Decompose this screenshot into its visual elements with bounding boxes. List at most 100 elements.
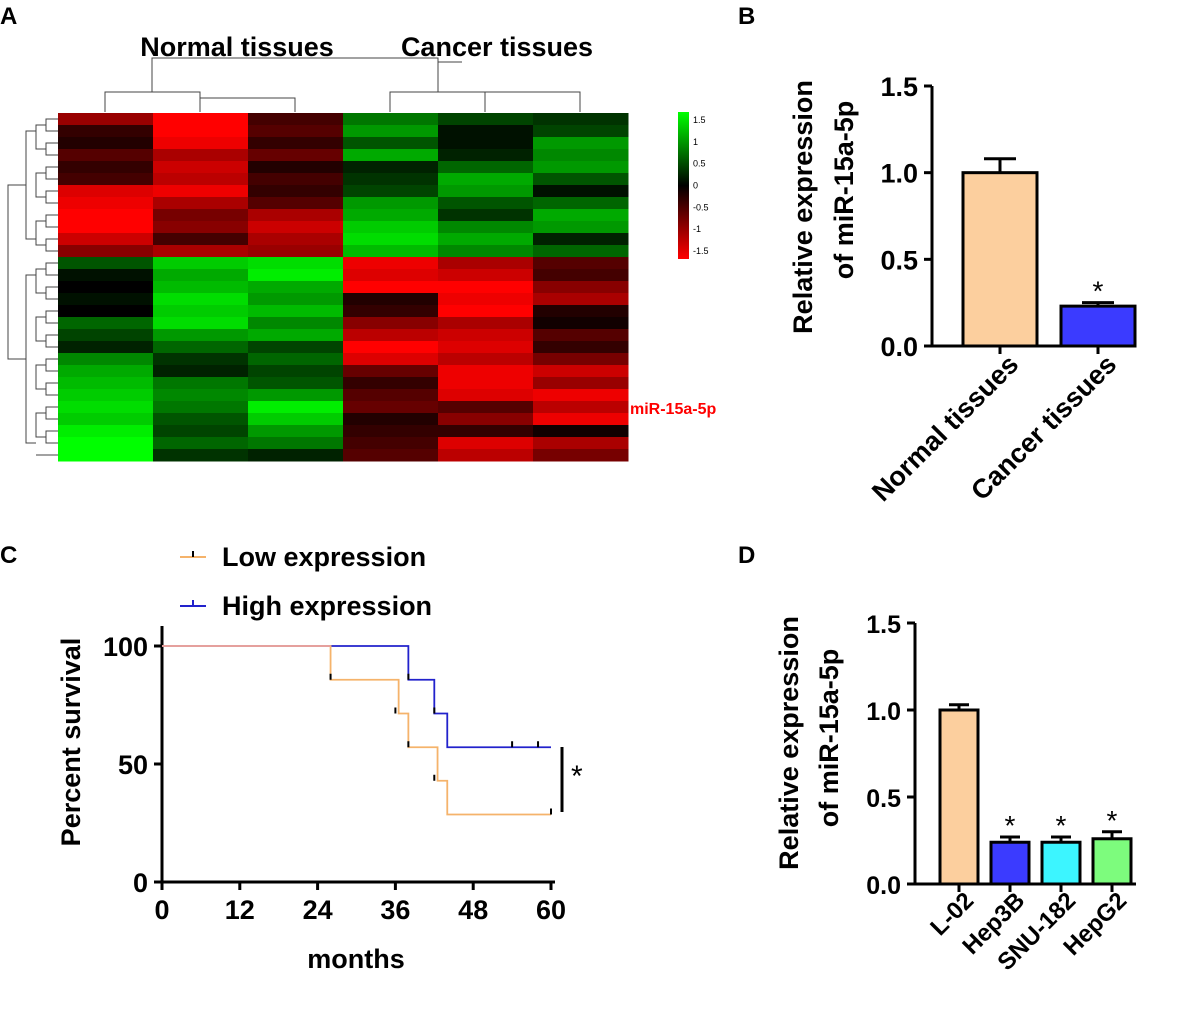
- heatmap-cell: [58, 125, 154, 138]
- panel-label-b: B: [738, 3, 755, 30]
- heatmap-cell: [153, 233, 249, 246]
- significance-star: *: [1005, 810, 1016, 841]
- heatmap-cell: [438, 257, 534, 270]
- bar-chart-tissues: Relative expression of miR-15a-5p 0.0 0.5…: [788, 72, 1137, 507]
- survival-line-low: [162, 645, 551, 816]
- heatmap-cell: [343, 221, 439, 234]
- heatmap-cell: [58, 113, 154, 126]
- heatmap-cell: [533, 413, 629, 426]
- heatmap-cell: [438, 389, 534, 402]
- heatmap-cell: [153, 197, 249, 210]
- y-tick-label: 0.0: [880, 332, 918, 362]
- heatmap-cell: [343, 365, 439, 378]
- heatmap-cell: [58, 269, 154, 282]
- colorbar-tick-label: 1.5: [693, 115, 706, 125]
- heatmap-cell: [153, 125, 249, 138]
- bars: [938, 703, 1133, 886]
- heatmap-panel: Normal tissues Cancer tissues miR-15a-5p…: [7, 32, 716, 462]
- heatmap-cell: [438, 377, 534, 390]
- heatmap-cell: [58, 245, 154, 258]
- heatmap-cell: [438, 269, 534, 282]
- heatmap-cell: [248, 305, 344, 318]
- heatmap-cell: [438, 365, 534, 378]
- bar: [1040, 840, 1082, 886]
- heatmap-cell: [533, 341, 629, 354]
- heatmap-cell: [248, 221, 344, 234]
- heatmap-cell: [533, 281, 629, 294]
- heatmap-cell: [58, 173, 154, 186]
- heatmap-cell: [438, 449, 534, 462]
- heatmap-cell: [153, 305, 249, 318]
- heatmap-cell: [533, 209, 629, 222]
- heatmap-cell: [438, 221, 534, 234]
- significance-star: *: [571, 760, 583, 793]
- heatmap-cell: [438, 353, 534, 366]
- row-dendrogram-branch: [45, 118, 58, 132]
- heatmap-cell: [533, 305, 629, 318]
- heatmap-cell: [438, 233, 534, 246]
- heatmap-cell: [438, 437, 534, 450]
- colorbar-tick-label: 0: [693, 181, 698, 191]
- heatmap-cell: [153, 317, 249, 330]
- row-dendrogram-branch: [35, 268, 46, 294]
- heatmap-cell: [248, 377, 344, 390]
- heatmap-cell: [58, 317, 154, 330]
- legend: Low expression High expression: [180, 542, 432, 621]
- heatmap-cell: [58, 197, 154, 210]
- heatmap-cell: [438, 137, 534, 150]
- x-tick-label: 24: [303, 895, 333, 925]
- heatmap-cell: [248, 353, 344, 366]
- row-dendrogram-branch: [45, 142, 58, 156]
- heatmap-cell: [153, 353, 249, 366]
- heatmap-cell: [533, 449, 629, 462]
- heatmap-cell: [153, 377, 249, 390]
- heatmap-cell: [343, 305, 439, 318]
- x-tick-label: 36: [380, 895, 410, 925]
- heatmap-cell: [58, 221, 154, 234]
- legend-label-low: Low expression: [222, 542, 426, 572]
- heatmap-cell: [533, 293, 629, 306]
- heatmap-group-label-normal: Normal tissues: [140, 32, 334, 62]
- heatmap-cell: [58, 257, 154, 270]
- heatmap-cell: [533, 137, 629, 150]
- heatmap-cell: [533, 173, 629, 186]
- heatmap-cell: [248, 233, 344, 246]
- y-axis-label-line1: Relative expression: [788, 80, 818, 334]
- heatmap-cell: [343, 437, 439, 450]
- heatmap-cell: [343, 341, 439, 354]
- y-tick-label: 1.5: [866, 611, 901, 639]
- heatmap-cell: [438, 149, 534, 162]
- row-dendrogram-branch: [45, 190, 58, 204]
- heatmap-cell: [343, 377, 439, 390]
- heatmap-cell: [58, 149, 154, 162]
- heatmap-cell: [153, 113, 249, 126]
- heatmap-cell: [58, 137, 154, 150]
- heatmap-cell: [153, 209, 249, 222]
- heatmap-cell: [343, 401, 439, 414]
- heatmap-cell: [533, 437, 629, 450]
- row-dendrogram-branch: [45, 310, 58, 324]
- heatmap-cell: [248, 137, 344, 150]
- tick-labels: 0.00.51.01.5L-02*Hep3B*SNU-182*HepG2: [866, 611, 1132, 976]
- survival-line-high: [162, 645, 551, 749]
- colorbar-tick-label: 0.5: [693, 159, 706, 169]
- heatmap-cell: [533, 149, 629, 162]
- heatmap-cell: [153, 413, 249, 426]
- heatmap-cell: [58, 449, 154, 462]
- heatmap-cell: [58, 341, 154, 354]
- row-dendrogram-branch: [45, 334, 58, 348]
- heatmap-cell: [248, 281, 344, 294]
- heatmap-cell: [153, 173, 249, 186]
- heatmap-cell: [438, 341, 534, 354]
- row-dendrogram-branch: [25, 130, 36, 240]
- heatmap-cell: [438, 125, 534, 138]
- x-tick-label: 0: [154, 895, 169, 925]
- heatmap-cell: [153, 449, 249, 462]
- heatmap-cell: [58, 209, 154, 222]
- heatmap-cell: [533, 161, 629, 174]
- heatmap-cells: [58, 113, 629, 462]
- heatmap-cell: [533, 257, 629, 270]
- bar: [989, 840, 1031, 886]
- heatmap-cell: [343, 449, 439, 462]
- heatmap-cell: [438, 413, 534, 426]
